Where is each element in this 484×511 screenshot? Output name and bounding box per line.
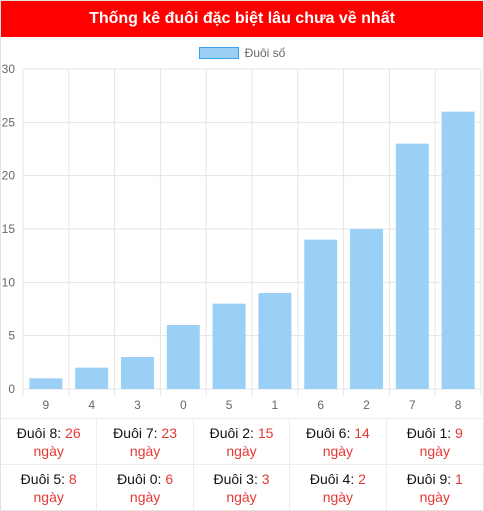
x-tick-label: 2	[363, 398, 370, 412]
stat-label: Đuôi 6:	[305, 425, 355, 441]
grid-layer	[22, 68, 482, 396]
stat-unit: ngày	[226, 443, 257, 459]
x-tick-label: 1	[272, 398, 279, 412]
stat-label: Đuôi 9:	[406, 471, 456, 487]
y-tick-label: 0	[8, 382, 15, 396]
x-tick-label: 3	[134, 398, 141, 412]
stat-unit: ngày	[33, 443, 64, 459]
x-tick-label: 9	[43, 398, 50, 412]
y-tick-label: 20	[2, 169, 16, 183]
y-tick-label: 5	[8, 329, 15, 343]
stat-value: 15	[257, 425, 274, 441]
stat-value: 1	[455, 471, 463, 487]
stat-value: 8	[68, 471, 77, 487]
x-tick-label: 0	[180, 398, 187, 412]
chart-title: Thống kê đuôi đặc biệt lâu chưa về nhất	[1, 1, 483, 37]
bar-1[interactable]	[258, 293, 292, 389]
bar-2[interactable]	[350, 229, 383, 389]
stat-value: 14	[354, 425, 370, 441]
stats-grid: Đuôi 8: 26 ngày Đuôi 7: 23 ngày Đuôi 2: 15 ng…	[1, 418, 483, 510]
stat-unit: ngày	[419, 443, 450, 459]
stat-label: Đuôi 4:	[309, 471, 359, 487]
stat-label: Đuôi 2:	[209, 425, 258, 441]
y-tick-label: 25	[2, 115, 16, 129]
stat-value: 3	[261, 471, 270, 487]
stat-cell: Đuôi 5: 8 ngày	[1, 464, 98, 510]
stat-unit: ngày	[33, 489, 64, 505]
bars-layer	[29, 111, 475, 389]
stat-value: 26	[65, 425, 81, 441]
stat-unit: ngày	[129, 489, 161, 505]
stat-cell: Đuôi 2: 15 ngày	[193, 418, 291, 464]
y-tick-label: 30	[2, 62, 16, 76]
legend-label: Đuôi số	[244, 46, 286, 60]
stat-unit: ngày	[419, 489, 450, 505]
stat-cell: Đuôi 0: 6 ngày	[97, 464, 194, 510]
stat-label: Đuôi 3:	[213, 471, 262, 487]
y-tick-label: 10	[2, 275, 16, 289]
stat-cell: Đuôi 9: 1 ngày	[386, 464, 483, 510]
stat-unit: ngày	[322, 489, 354, 505]
bar-3[interactable]	[121, 357, 154, 389]
x-tick-label: 4	[88, 398, 95, 412]
x-tick-label: 5	[226, 398, 233, 412]
bar-6[interactable]	[304, 239, 338, 389]
legend-swatch	[198, 47, 239, 59]
x-tick-label: 7	[409, 398, 416, 412]
stat-value: 6	[165, 471, 174, 487]
stat-cell: Đuôi 7: 23 ngày	[97, 418, 194, 464]
bar-9[interactable]	[29, 378, 63, 389]
stat-label: Đuôi 1:	[406, 425, 456, 441]
chart-legend[interactable]: Đuôi số	[1, 45, 483, 61]
bar-7[interactable]	[395, 143, 429, 389]
stat-cell: Đuôi 6: 14 ngày	[290, 418, 387, 464]
bar-5[interactable]	[212, 303, 246, 389]
stat-label: Đuôi 5:	[20, 471, 69, 487]
stat-cell: Đuôi 1: 9 ngày	[386, 418, 483, 464]
stat-value: 23	[161, 425, 177, 441]
y-tick-label: 15	[2, 222, 16, 236]
stat-label: Đuôi 0:	[117, 471, 166, 487]
stat-value: 2	[358, 471, 366, 487]
x-tick-label: 8	[455, 398, 462, 412]
stat-label: Đuôi 7:	[113, 425, 162, 441]
stat-value: 9	[455, 425, 463, 441]
stat-cell: Đuôi 3: 3 ngày	[193, 464, 291, 510]
stat-unit: ngày	[226, 489, 257, 505]
x-tick-label: 6	[317, 398, 324, 412]
stat-unit: ngày	[322, 443, 354, 459]
bar-0[interactable]	[166, 325, 200, 389]
bar-4[interactable]	[75, 367, 109, 389]
stat-cell: Đuôi 8: 26 ngày	[1, 418, 98, 464]
stat-unit: ngày	[129, 443, 161, 459]
stat-label: Đuôi 8:	[16, 425, 66, 441]
stat-cell: Đuôi 4: 2 ngày	[290, 464, 387, 510]
bar-8[interactable]	[441, 111, 475, 389]
